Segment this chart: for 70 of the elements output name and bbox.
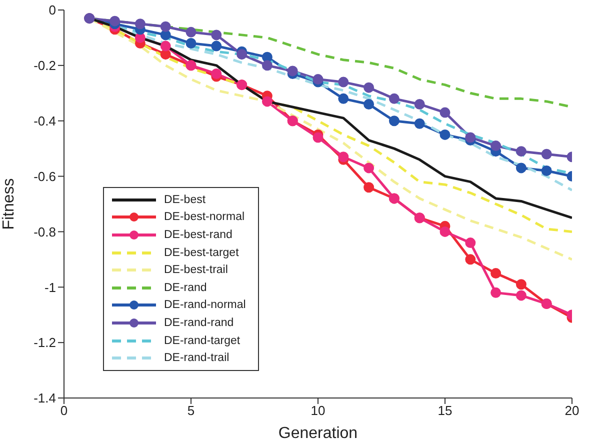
x-tick-label: 5 bbox=[187, 403, 195, 418]
legend-label: DE-best-trail bbox=[164, 264, 228, 276]
y-tick-label: -0.6 bbox=[34, 168, 56, 184]
y-tick-label: -1.4 bbox=[34, 390, 56, 406]
point bbox=[160, 49, 171, 60]
y-tick-label: -0.4 bbox=[34, 113, 56, 128]
point bbox=[465, 238, 476, 248]
y-axis-title: Fitness bbox=[0, 178, 18, 230]
point bbox=[440, 129, 450, 140]
point bbox=[211, 40, 222, 52]
point bbox=[211, 68, 222, 79]
point bbox=[134, 18, 146, 30]
point bbox=[490, 140, 502, 152]
point bbox=[338, 93, 349, 104]
x-tick-label: 20 bbox=[564, 403, 580, 418]
point bbox=[465, 254, 476, 265]
point bbox=[338, 76, 349, 88]
point bbox=[364, 182, 374, 193]
x-tick-label: 15 bbox=[438, 403, 452, 418]
point bbox=[364, 82, 374, 93]
point bbox=[465, 132, 476, 143]
point bbox=[186, 26, 196, 38]
y-tick-label: -1.2 bbox=[34, 335, 56, 350]
y-tick-label: -0.2 bbox=[34, 58, 56, 74]
point bbox=[516, 279, 526, 290]
point bbox=[541, 165, 552, 176]
x-axis-title: Generation bbox=[278, 425, 358, 442]
point bbox=[186, 38, 196, 49]
legend-label: DE-rand-normal bbox=[164, 299, 246, 312]
y-tick-label: -1 bbox=[44, 280, 56, 295]
legend-label: DE-best bbox=[164, 194, 206, 206]
legend-label: DE-best-rand bbox=[164, 229, 232, 242]
point bbox=[490, 287, 502, 298]
point bbox=[134, 32, 146, 43]
point bbox=[414, 98, 425, 110]
y-tick-label: -0.8 bbox=[34, 224, 56, 240]
point bbox=[388, 93, 400, 104]
point bbox=[516, 290, 526, 301]
point bbox=[160, 30, 171, 40]
point bbox=[262, 60, 272, 71]
point bbox=[338, 152, 349, 162]
point bbox=[364, 98, 374, 110]
point bbox=[110, 16, 120, 26]
point bbox=[414, 118, 425, 129]
point bbox=[262, 96, 272, 107]
point bbox=[516, 146, 526, 157]
point bbox=[312, 132, 324, 143]
point bbox=[262, 52, 272, 62]
legend-label: DE-best-target bbox=[164, 246, 239, 259]
point bbox=[490, 268, 502, 279]
point bbox=[160, 40, 171, 52]
point bbox=[236, 49, 248, 60]
legend-label: DE-best-normal bbox=[164, 211, 245, 224]
point bbox=[211, 30, 222, 40]
legend-label: DE-rand-trail bbox=[164, 352, 230, 364]
x-tick-label: 0 bbox=[60, 403, 68, 418]
legend-label: DE-rand bbox=[164, 282, 207, 294]
point bbox=[160, 21, 171, 32]
point bbox=[364, 162, 374, 174]
legend-label: DE-rand-target bbox=[164, 334, 240, 347]
point bbox=[541, 148, 552, 160]
point bbox=[312, 74, 324, 85]
y-tick-label: 0 bbox=[48, 2, 56, 18]
point bbox=[440, 107, 450, 118]
legend-label: DE-rand-rand bbox=[164, 317, 234, 330]
x-tick-label: 10 bbox=[310, 403, 326, 418]
point bbox=[440, 226, 450, 237]
point bbox=[516, 162, 526, 174]
point bbox=[287, 66, 298, 76]
point bbox=[388, 116, 400, 126]
